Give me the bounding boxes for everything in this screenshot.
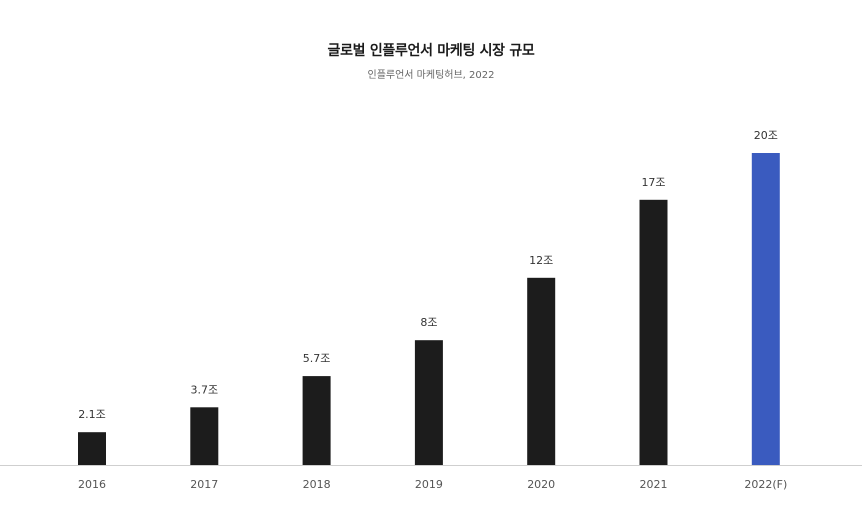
data-label-2016: 2.1조 (78, 408, 106, 421)
x-tick-label-2016: 2016 (78, 478, 106, 491)
bar-2018 (302, 376, 331, 465)
x-tick-label-2018: 2018 (303, 478, 331, 491)
bar-2022(F) (751, 153, 780, 465)
bar-2016 (78, 432, 106, 465)
data-label-2019: 8조 (420, 316, 437, 329)
data-label-2022(F): 20조 (754, 129, 778, 142)
data-label-2017: 3.7조 (190, 383, 218, 396)
bars-layer (78, 153, 780, 466)
chart-subtitle: 인플루언서 마케팅허브, 2022 (367, 70, 495, 81)
bar-2020 (527, 277, 556, 465)
chart-title: 글로벌 인플루언서 마케팅 시장 규모 (327, 43, 535, 59)
x-tick-labels-layer: 2016 2017 2018 2019 2020 2021 2022(F) (78, 478, 787, 491)
bar-2017 (190, 407, 219, 465)
bar-2021 (639, 199, 668, 466)
x-tick-label-2022(F): 2022(F) (744, 478, 787, 491)
bar-2019 (414, 340, 443, 465)
x-tick-label-2020: 2020 (527, 478, 555, 491)
x-tick-label-2021: 2021 (640, 478, 668, 491)
x-tick-label-2017: 2017 (190, 478, 218, 491)
data-label-2018: 5.7조 (303, 352, 331, 365)
data-label-2021: 17조 (641, 176, 665, 189)
data-label-2020: 12조 (529, 254, 553, 267)
x-tick-label-2019: 2019 (415, 478, 443, 491)
data-labels-layer: 2.1조 3.7조 5.7조 8조 12조 17조 20조 (78, 129, 778, 421)
